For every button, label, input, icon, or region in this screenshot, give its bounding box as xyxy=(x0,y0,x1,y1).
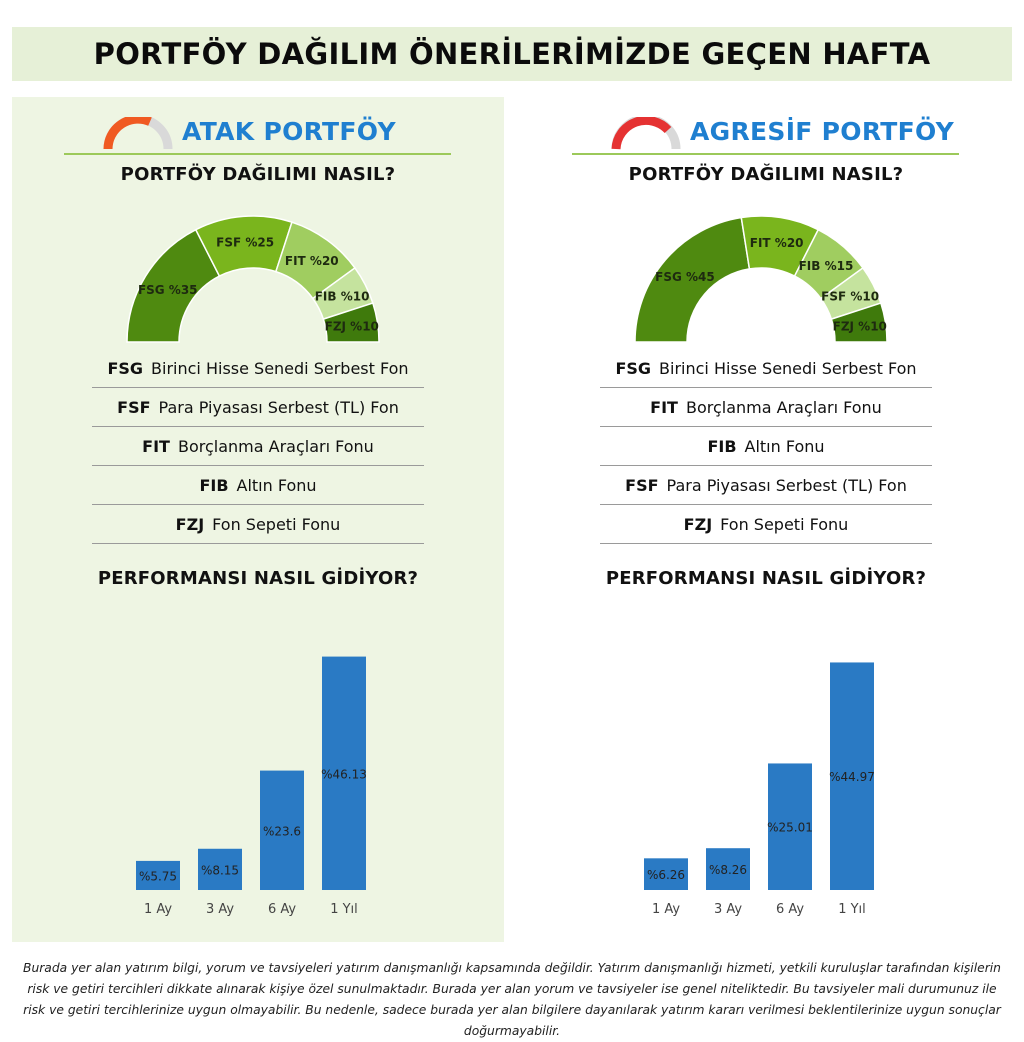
performance-bar-chart: %6.26 1 Ay %8.26 3 Ay %25.01 6 Ay %44.97 1 Yıl xyxy=(644,662,875,917)
fund-name: Para Piyasası Serbest (TL) Fon xyxy=(158,397,399,417)
bar-value-label: %8.15 xyxy=(201,863,239,877)
bar-1 xyxy=(136,860,180,890)
slice-label: FIB %15 xyxy=(799,259,854,273)
donut-slice-fsg xyxy=(634,216,751,343)
bar-3 xyxy=(768,763,812,890)
slice-label: FIT %20 xyxy=(285,254,339,268)
fund-name: Birinci Hisse Senedi Serbest Fon xyxy=(151,358,409,378)
fund-code: FSF xyxy=(117,397,151,417)
performance-heading: PERFORMANSI NASIL GİDİYOR? xyxy=(97,568,419,589)
fund-name: Birinci Hisse Senedi Serbest Fon xyxy=(659,358,917,378)
donut-slice-fzj xyxy=(830,302,888,343)
bar-value-label: %23.6 xyxy=(263,824,301,838)
slice-label: FSG %45 xyxy=(655,270,715,284)
legend-item: FIB Altın Fonu xyxy=(92,466,424,505)
bar-value-label: %25.01 xyxy=(767,821,813,835)
gauge-icon xyxy=(103,117,173,150)
bar-2 xyxy=(706,848,750,890)
panel-title: AGRESİF PORTFÖY xyxy=(690,117,955,146)
performance-heading: PERFORMANSI NASIL GİDİYOR? xyxy=(605,568,927,589)
bar-value-label: %8.26 xyxy=(709,863,747,877)
fund-code: FZJ xyxy=(683,514,713,534)
bar-value-label: %5.75 xyxy=(139,869,177,883)
fund-name: Borçlanma Araçları Fonu xyxy=(685,397,882,417)
gauge-fill xyxy=(103,117,152,150)
header-banner: PORTFÖY DAĞILIM ÖNERİLERİMİZDE GEÇEN HAF… xyxy=(12,27,1012,81)
x-tick-label: 6 Ay xyxy=(268,902,296,917)
distribution-heading: PORTFÖY DAĞILIMI NASIL? xyxy=(120,164,396,185)
slice-label: FIT %20 xyxy=(750,236,804,250)
atak-panel: ATAK PORTFÖY PORTFÖY DAĞILIMI NASIL? FSG… xyxy=(12,97,504,942)
legend-item: FIB Altın Fonu xyxy=(600,427,932,466)
x-tick-label: 3 Ay xyxy=(714,902,742,917)
fund-legend: FSG Birinci Hisse Senedi Serbest Fon FSF P… xyxy=(92,349,424,544)
bar-1 xyxy=(644,858,688,890)
fund-legend: FSG Birinci Hisse Senedi Serbest Fon FIT B… xyxy=(600,349,932,544)
fund-name: Para Piyasası Serbest (TL) Fon xyxy=(666,475,907,495)
panel-title-row: AGRESİF PORTFÖY xyxy=(572,117,959,155)
slice-label: FSF %25 xyxy=(216,235,274,249)
fund-name: Fon Sepeti Fonu xyxy=(212,514,341,534)
fund-code: FZJ xyxy=(175,514,205,534)
page-title: PORTFÖY DAĞILIM ÖNERİLERİMİZDE GEÇEN HAF… xyxy=(93,37,931,71)
legend-item: FZJ Fon Sepeti Fonu xyxy=(600,505,932,544)
slice-label: FSG %35 xyxy=(138,283,198,297)
x-tick-label: 1 Yıl xyxy=(330,902,358,917)
x-tick-label: 1 Ay xyxy=(144,902,172,917)
panel-title: ATAK PORTFÖY xyxy=(182,117,396,146)
bar-3 xyxy=(260,770,304,890)
fund-name: Altın Fonu xyxy=(236,475,317,495)
legend-item: FSF Para Piyasası Serbest (TL) Fon xyxy=(92,388,424,427)
slice-label: FSF %10 xyxy=(821,290,879,304)
slice-label: FZJ %10 xyxy=(833,319,887,333)
bar-4 xyxy=(322,656,366,890)
bar-value-label: %44.97 xyxy=(829,770,875,784)
fund-code: FSF xyxy=(625,475,659,495)
fund-name: Altın Fonu xyxy=(744,436,825,456)
legend-item: FSG Birinci Hisse Senedi Serbest Fon xyxy=(92,349,424,388)
bar-value-label: %6.26 xyxy=(647,868,685,882)
fund-code: FIT xyxy=(650,397,678,417)
fund-code: FIB xyxy=(199,475,229,495)
slice-label: FZJ %10 xyxy=(325,319,379,333)
fund-code: FIT xyxy=(142,436,170,456)
agresif-panel: AGRESİF PORTFÖY PORTFÖY DAĞILIMI NASIL? … xyxy=(520,97,1012,942)
gauge-fill xyxy=(611,117,672,150)
bar-value-label: %46.13 xyxy=(321,767,367,781)
allocation-donut-chart: FSG %35 FSF %25 FIT %20 FIB %10 FZJ %10 xyxy=(126,215,380,343)
distribution-heading: PORTFÖY DAĞILIMI NASIL? xyxy=(628,164,904,185)
fund-name: Borçlanma Araçları Fonu xyxy=(177,436,374,456)
fund-name: Fon Sepeti Fonu xyxy=(720,514,849,534)
legend-item: FZJ Fon Sepeti Fonu xyxy=(92,505,424,544)
disclaimer-text: Burada yer alan yatırım bilgi, yorum ve … xyxy=(23,961,1001,1038)
x-tick-label: 6 Ay xyxy=(776,902,804,917)
performance-bar-chart: %5.75 1 Ay %8.15 3 Ay %23.6 6 Ay %46.13 1 Yıl xyxy=(136,656,367,917)
slice-label: FIB %10 xyxy=(315,290,370,304)
allocation-donut-chart: FSG %45 FIT %20 FIB %15 FSF %10 FZJ %10 xyxy=(634,215,888,343)
legend-item: FIT Borçlanma Araçları Fonu xyxy=(92,427,424,466)
bar-4 xyxy=(830,662,874,890)
x-tick-label: 1 Yıl xyxy=(838,902,866,917)
fund-code: FSG xyxy=(107,358,144,378)
fund-code: FSG xyxy=(615,358,652,378)
x-tick-label: 3 Ay xyxy=(206,902,234,917)
legend-item: FIT Borçlanma Araçları Fonu xyxy=(600,388,932,427)
donut-slice-fzj xyxy=(322,302,380,343)
fund-code: FIB xyxy=(707,436,737,456)
legend-item: FSF Para Piyasası Serbest (TL) Fon xyxy=(600,466,932,505)
legend-item: FSG Birinci Hisse Senedi Serbest Fon xyxy=(600,349,932,388)
panel-title-row: ATAK PORTFÖY xyxy=(64,117,451,155)
x-tick-label: 1 Ay xyxy=(652,902,680,917)
gauge-icon xyxy=(611,117,681,150)
bar-2 xyxy=(198,848,242,890)
